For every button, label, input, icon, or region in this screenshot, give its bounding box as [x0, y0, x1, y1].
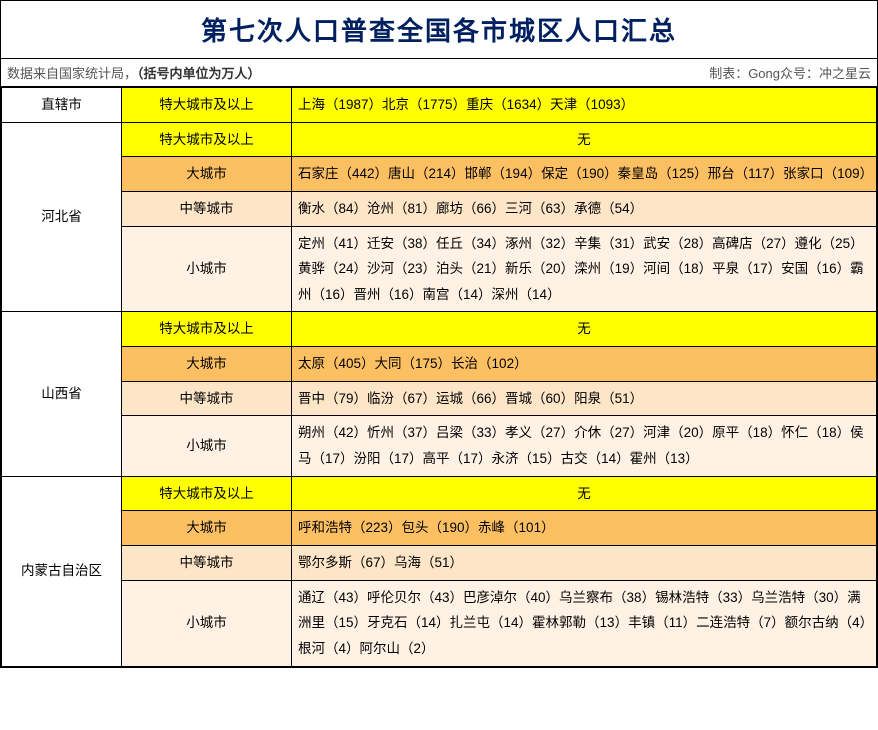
cat-mid: 中等城市 [122, 381, 292, 416]
cat-mid: 中等城市 [122, 545, 292, 580]
data-shanxi-small: 朔州（42）忻州（37）吕梁（33）孝义（27）介休（27）河津（20）原平（1… [292, 416, 877, 476]
census-table-container: 第七次人口普查全国各市城区人口汇总 数据来自国家统计局，（括号内单位为万人） 制… [0, 0, 878, 668]
cat-mega: 特大城市及以上 [122, 122, 292, 157]
row-shanxi-small: 小城市 朔州（42）忻州（37）吕梁（33）孝义（27）介休（27）河津（20）… [2, 416, 877, 476]
data-hebei-big: 石家庄（442）唐山（214）邯郸（194）保定（190）秦皇岛（125）邢台（… [292, 157, 877, 192]
row-hebei-mid: 中等城市 衡水（84）沧州（81）廊坊（66）三河（63）承德（54） [2, 191, 877, 226]
row-neimeng-mega: 内蒙古自治区 特大城市及以上 无 [2, 476, 877, 511]
row-hebei-small: 小城市 定州（41）迁安（38）任丘（34）涿州（32）辛集（31）武安（28）… [2, 226, 877, 312]
prov-zhixia: 直辖市 [2, 88, 122, 123]
prov-shanxi: 山西省 [2, 312, 122, 476]
row-shanxi-big: 大城市 太原（405）大同（175）长治（102） [2, 347, 877, 382]
data-zhixia-mega: 上海（1987）北京（1775）重庆（1634）天津（1093） [292, 88, 877, 123]
data-shanxi-mid: 晋中（79）临汾（67）运城（66）晋城（60）阳泉（51） [292, 381, 877, 416]
census-table: 直辖市 特大城市及以上 上海（1987）北京（1775）重庆（1634）天津（1… [1, 87, 877, 667]
cat-mega: 特大城市及以上 [122, 88, 292, 123]
row-hebei-mega: 河北省 特大城市及以上 无 [2, 122, 877, 157]
row-neimeng-mid: 中等城市 鄂尔多斯（67）乌海（51） [2, 545, 877, 580]
data-neimeng-big: 呼和浩特（223）包头（190）赤峰（101） [292, 511, 877, 546]
cat-big: 大城市 [122, 157, 292, 192]
cat-mid: 中等城市 [122, 191, 292, 226]
data-hebei-small: 定州（41）迁安（38）任丘（34）涿州（32）辛集（31）武安（28）高碑店（… [292, 226, 877, 312]
cat-small: 小城市 [122, 416, 292, 476]
data-shanxi-big: 太原（405）大同（175）长治（102） [292, 347, 877, 382]
cat-big: 大城市 [122, 511, 292, 546]
data-shanxi-mega: 无 [292, 312, 877, 347]
prov-neimeng: 内蒙古自治区 [2, 476, 122, 666]
cat-mega: 特大城市及以上 [122, 312, 292, 347]
data-hebei-mega: 无 [292, 122, 877, 157]
cat-mega: 特大城市及以上 [122, 476, 292, 511]
data-hebei-mid: 衡水（84）沧州（81）廊坊（66）三河（63）承德（54） [292, 191, 877, 226]
source-note: 数据来自国家统计局，（括号内单位为万人） [7, 63, 261, 82]
row-neimeng-small: 小城市 通辽（43）呼伦贝尔（43）巴彦淖尔（40）乌兰察布（38）锡林浩特（3… [2, 580, 877, 666]
cat-small: 小城市 [122, 226, 292, 312]
cat-small: 小城市 [122, 580, 292, 666]
data-neimeng-mega: 无 [292, 476, 877, 511]
row-neimeng-big: 大城市 呼和浩特（223）包头（190）赤峰（101） [2, 511, 877, 546]
row-hebei-big: 大城市 石家庄（442）唐山（214）邯郸（194）保定（190）秦皇岛（125… [2, 157, 877, 192]
page-title: 第七次人口普查全国各市城区人口汇总 [1, 1, 877, 59]
sub-header: 数据来自国家统计局，（括号内单位为万人） 制表：Gong众号：冲之星云 [1, 59, 877, 87]
data-neimeng-small: 通辽（43）呼伦贝尔（43）巴彦淖尔（40）乌兰察布（38）锡林浩特（33）乌兰… [292, 580, 877, 666]
data-neimeng-mid: 鄂尔多斯（67）乌海（51） [292, 545, 877, 580]
row-zhixia: 直辖市 特大城市及以上 上海（1987）北京（1775）重庆（1634）天津（1… [2, 88, 877, 123]
prov-hebei: 河北省 [2, 122, 122, 312]
row-shanxi-mid: 中等城市 晋中（79）临汾（67）运城（66）晋城（60）阳泉（51） [2, 381, 877, 416]
cat-big: 大城市 [122, 347, 292, 382]
credit-note: 制表：Gong众号：冲之星云 [709, 63, 871, 82]
row-shanxi-mega: 山西省 特大城市及以上 无 [2, 312, 877, 347]
